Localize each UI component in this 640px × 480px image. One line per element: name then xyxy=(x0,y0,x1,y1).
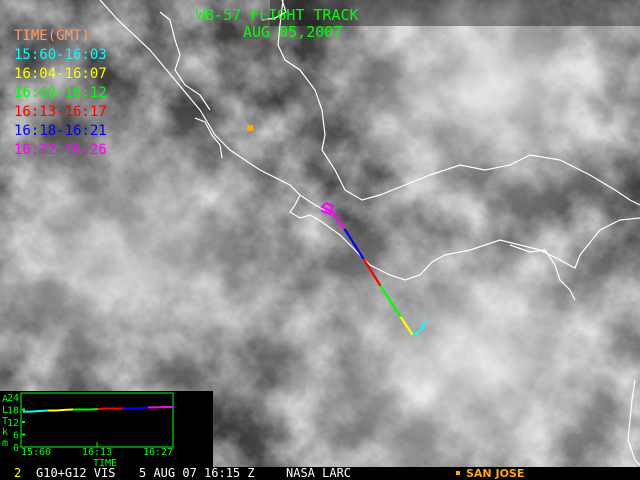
map-title: WB-57 FLIGHT TRACK xyxy=(196,6,359,24)
x-tick-label: 16:27 xyxy=(143,447,173,458)
credit: NASA LARC xyxy=(286,466,352,480)
marker-label: SAN JOSE xyxy=(466,467,525,480)
y-tick-mark xyxy=(22,421,25,423)
legend-item: 15:60-16:03 xyxy=(14,47,107,63)
altitude-segment-0 xyxy=(23,409,49,413)
sensor-label: G10+G12 VIS xyxy=(36,466,116,480)
y-axis-letter: L xyxy=(2,405,8,416)
coastlines xyxy=(99,0,640,466)
legend-item: 16:08-16:12 xyxy=(14,85,107,101)
timestamp: 5 AUG 07 16:15 Z xyxy=(139,466,255,480)
map-date: AUG 05,2007 xyxy=(243,23,343,41)
y-tick-label: 6 xyxy=(13,431,19,442)
y-axis-letter: k xyxy=(2,427,8,438)
square-marker-icon xyxy=(456,471,460,475)
y-tick-label: 24 xyxy=(7,393,19,404)
y-tick-mark xyxy=(22,408,25,411)
legend-item: 16:22-16:26 xyxy=(14,142,107,158)
san-jose-marker xyxy=(247,125,253,131)
x-axis-label: TIME xyxy=(93,458,117,467)
legend-heading: TIME(GMT) xyxy=(14,28,90,44)
y-axis-letter: A xyxy=(2,394,8,405)
y-axis-letter: T xyxy=(2,416,8,427)
y-tick-label: 0 xyxy=(13,443,19,454)
x-tick-label: 15:60 xyxy=(21,447,51,458)
legend-item: 16:18-16:21 xyxy=(14,123,107,139)
chart-frame xyxy=(20,392,174,448)
legend-item: 16:13-16:17 xyxy=(14,104,107,120)
y-tick-label: 18 xyxy=(7,406,19,417)
time-legend: TIME(GMT) 15:60-16:03 16:04-16:07 16:08-… xyxy=(14,27,107,160)
y-axis-letter: m xyxy=(2,438,8,449)
frame-number: 2 xyxy=(14,466,22,480)
status-bar: 2 G10+G12 VIS 5 AUG 07 16:15 Z NASA LARC… xyxy=(0,467,640,480)
altitude-segment-1 xyxy=(48,408,74,412)
y-tick-label: 12 xyxy=(7,418,19,429)
legend-item: 16:04-16:07 xyxy=(14,66,107,82)
altitude-segment-4 xyxy=(123,406,149,410)
x-tick-label: 16:13 xyxy=(82,447,112,458)
flight-track xyxy=(320,201,426,336)
y-tick-mark xyxy=(22,433,25,436)
altitude-segment-3 xyxy=(97,407,123,411)
